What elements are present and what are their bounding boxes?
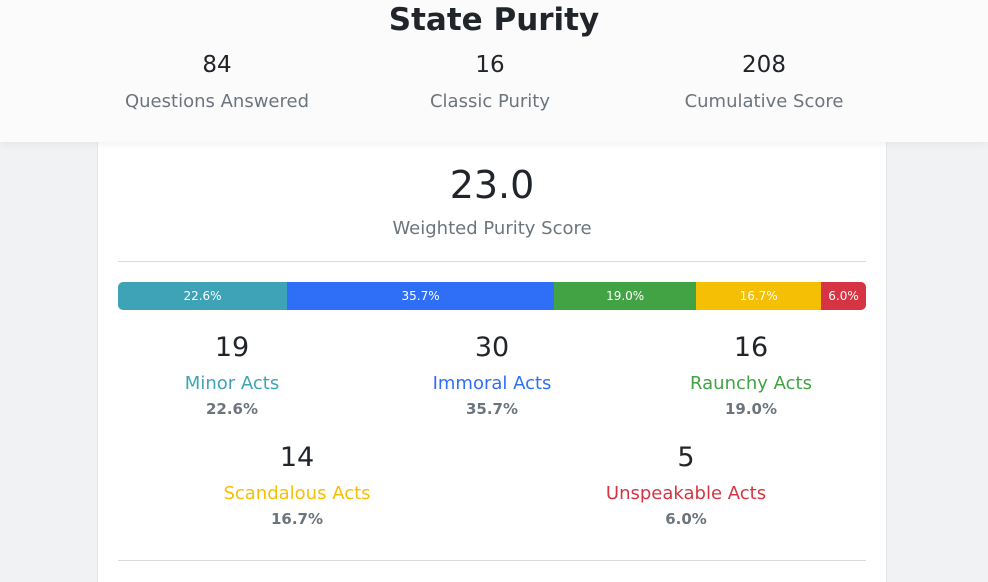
- category-count: 5: [677, 442, 695, 473]
- category-count: 19: [214, 332, 250, 363]
- category-name: Unspeakable Acts: [605, 483, 767, 504]
- category-percent: 16.7%: [270, 510, 324, 528]
- page-title: State Purity: [388, 2, 600, 38]
- stat-value: 84: [202, 52, 232, 78]
- stat-label: Questions Answered: [124, 91, 309, 112]
- category-count: 14: [279, 442, 315, 473]
- category-immoral: 30 Immoral Acts 35.7%: [372, 330, 612, 420]
- category-count: 16: [733, 332, 769, 363]
- category-scandalous: 14 Scandalous Acts 16.7%: [177, 440, 417, 530]
- weighted-purity-label: Weighted Purity Score: [392, 218, 592, 239]
- category-unspeakable: 5 Unspeakable Acts 6.0%: [566, 440, 806, 530]
- stat-label: Classic Purity: [429, 91, 551, 112]
- stat-classic-purity: 16 Classic Purity: [360, 48, 620, 122]
- stat-questions-answered: 84 Questions Answered: [87, 48, 347, 122]
- category-percent: 22.6%: [205, 400, 259, 418]
- bar-segment-scandalous: 16.7%: [696, 282, 822, 310]
- weighted-purity-score: 23.0: [449, 163, 535, 207]
- category-percent: 6.0%: [665, 510, 707, 528]
- stat-value: 16: [475, 52, 505, 78]
- category-name: Raunchy Acts: [690, 373, 812, 394]
- category-minor: 19 Minor Acts 22.6%: [112, 330, 352, 420]
- category-raunchy: 16 Raunchy Acts 19.0%: [631, 330, 871, 420]
- stat-value: 208: [742, 52, 786, 78]
- bar-segment-raunchy: 19.0%: [554, 282, 697, 310]
- stat-label: Cumulative Score: [684, 91, 844, 112]
- category-percent: 35.7%: [465, 400, 519, 418]
- divider: [118, 261, 866, 262]
- category-name: Scandalous Acts: [223, 483, 371, 504]
- category-breakdown-bar: 22.6% 35.7% 19.0% 16.7% 6.0%: [118, 282, 866, 310]
- results-card: 23.0 Weighted Purity Score 22.6% 35.7% 19.…: [97, 142, 887, 582]
- divider: [118, 560, 866, 561]
- category-percent: 19.0%: [724, 400, 778, 418]
- category-name: Immoral Acts: [432, 373, 552, 394]
- bar-segment-immoral: 35.7%: [287, 282, 555, 310]
- bar-segment-unspeakable: 6.0%: [821, 282, 866, 310]
- stat-cumulative-score: 208 Cumulative Score: [634, 48, 894, 122]
- category-count: 30: [474, 332, 510, 363]
- bar-segment-minor: 22.6%: [118, 282, 288, 310]
- category-name: Minor Acts: [184, 373, 280, 394]
- summary-header: State Purity 84 Questions Answered 16 Cl…: [0, 0, 988, 142]
